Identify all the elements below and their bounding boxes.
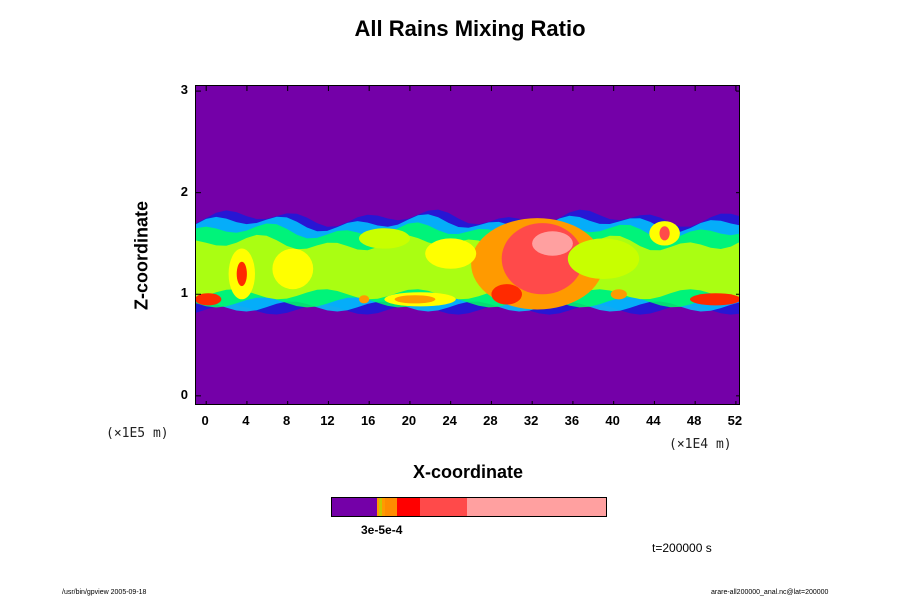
heatmap-svg xyxy=(196,86,739,404)
rain-feature xyxy=(272,248,314,290)
x-tick-label: 32 xyxy=(523,413,539,428)
x-tick-label: 52 xyxy=(727,413,743,428)
rain-feature xyxy=(359,295,370,304)
colorbar-segment xyxy=(466,498,607,516)
y-tick-label: 1 xyxy=(180,285,188,301)
colorbar-segment xyxy=(382,498,386,516)
footer-command: /usr/bin/gpview 2005-09-18 xyxy=(62,589,147,596)
x-tick-label: 36 xyxy=(564,413,580,428)
rain-feature xyxy=(567,238,640,279)
colorbar-segment xyxy=(379,498,383,516)
rain-feature xyxy=(491,284,522,305)
rain-feature xyxy=(532,231,573,256)
x-tick-label: 12 xyxy=(320,413,335,428)
colorbar-segment xyxy=(397,498,421,516)
y-axis-label: Z-coordinate xyxy=(131,201,152,311)
x-unit-label: (×1E4 m) xyxy=(669,437,732,452)
rain-feature xyxy=(425,238,477,269)
chart-title: All Rains Mixing Ratio xyxy=(354,16,586,41)
colorbar-segment xyxy=(377,498,380,516)
rain-feature xyxy=(394,295,436,304)
x-tick-label: 40 xyxy=(605,413,620,428)
colorbar-segment xyxy=(332,498,378,516)
y-tick-label: 0 xyxy=(180,386,188,402)
y-unit-label: (×1E5 m) xyxy=(106,426,169,441)
colorbar-segment xyxy=(385,498,398,516)
colorbar xyxy=(331,497,607,517)
x-tick-label: 24 xyxy=(442,413,457,428)
y-tick-label: 2 xyxy=(180,183,188,199)
rain-feature xyxy=(610,289,627,300)
colorbar-segment xyxy=(420,498,467,516)
x-tick-label: 48 xyxy=(686,413,702,428)
rain-feature xyxy=(236,261,247,287)
x-tick-label: 0 xyxy=(201,413,209,428)
rain-feature xyxy=(690,293,739,306)
plot-area xyxy=(195,85,740,405)
rain-feature xyxy=(359,228,410,249)
x-tick-label: 20 xyxy=(401,413,417,428)
x-tick-label: 28 xyxy=(483,413,498,428)
colorbar-label: 3e-5e-4 xyxy=(361,523,403,537)
rain-feature xyxy=(659,226,670,241)
x-tick-label: 16 xyxy=(360,413,376,428)
time-label: t=200000 s xyxy=(652,541,712,555)
x-tick-label: 8 xyxy=(283,413,291,428)
y-tick-label: 3 xyxy=(180,82,188,98)
x-tick-label: 4 xyxy=(242,413,250,428)
x-axis-label: X-coordinate xyxy=(412,462,523,482)
x-tick-label: 44 xyxy=(646,413,661,428)
footer-file: arare-all200000_anal.nc@lat=200000 xyxy=(711,589,829,596)
rain-feature xyxy=(196,293,222,306)
